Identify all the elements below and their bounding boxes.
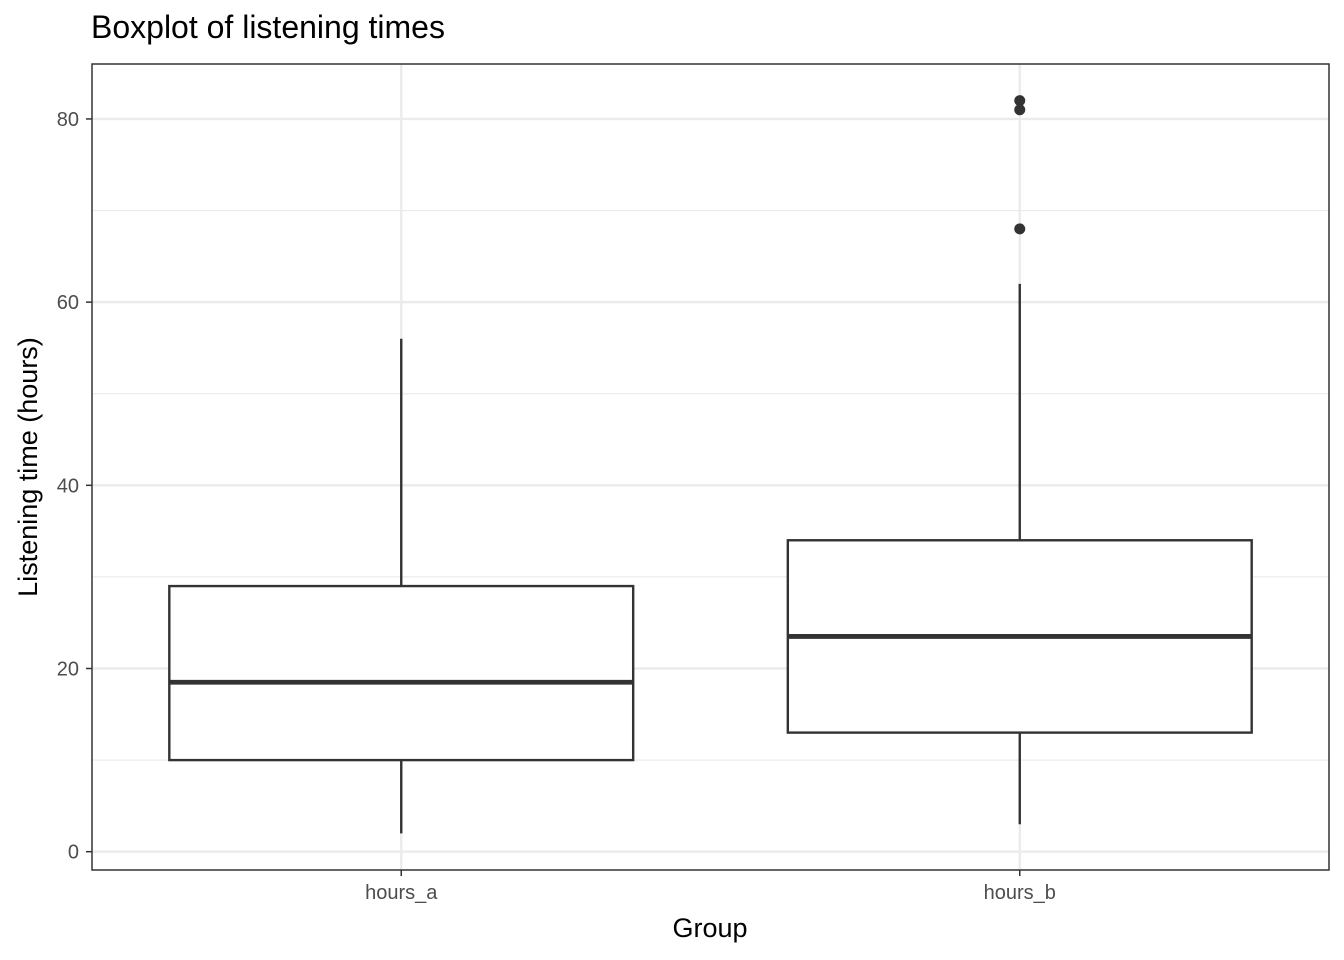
iqr-box (168, 584, 635, 762)
x-tick-label: hours_b (984, 882, 1056, 904)
panel-border (91, 63, 1330, 871)
y-tick-label: 20 (57, 659, 79, 681)
box-hours_a (168, 338, 635, 834)
boxes (168, 95, 1253, 834)
x-axis-title: Group (672, 913, 747, 943)
x-tick-label: hours_a (365, 882, 438, 904)
y-tick-label: 60 (57, 292, 79, 314)
y-tick-label: 80 (57, 109, 79, 131)
y-tick-label: 40 (57, 475, 79, 497)
box-hours_b (786, 95, 1253, 825)
y-axis-title: Listening time (hours) (13, 337, 43, 597)
outlier-point (1014, 95, 1026, 107)
outlier-point (1014, 104, 1026, 116)
y-tick-label: 0 (68, 842, 79, 864)
chart-title: Boxplot of listening times (91, 9, 445, 45)
outlier-point (1014, 223, 1026, 235)
axes: 0 20 40 60 80 hours_a hours_b (57, 109, 1056, 904)
